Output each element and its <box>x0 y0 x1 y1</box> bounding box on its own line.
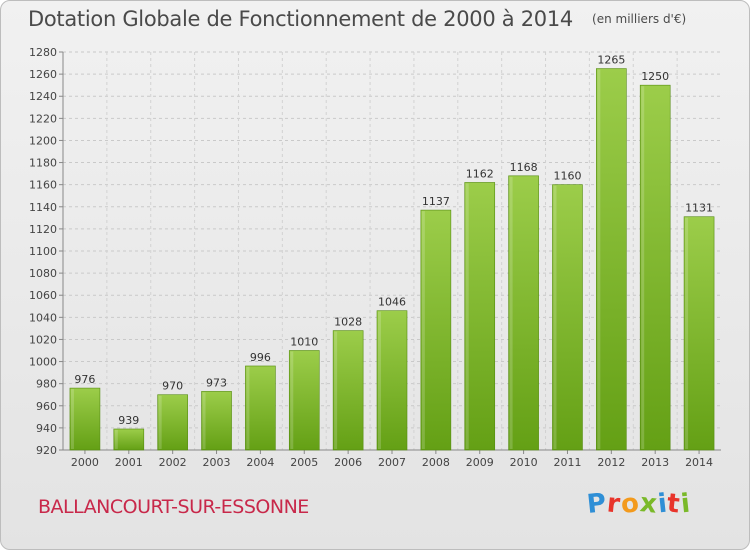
data-label-2003: 973 <box>206 376 227 389</box>
chart-title: Dotation Globale de Fonctionnement de 20… <box>28 7 573 31</box>
y-tick-label: 1020 <box>29 333 57 346</box>
proxiti-logo: Proxiti <box>585 488 693 520</box>
bar-2000 <box>69 387 101 451</box>
x-tick-label-2001: 2001 <box>115 456 143 469</box>
y-tick-label: 1120 <box>29 223 57 236</box>
labels: 920 940 960 980 1000 1020 1040 1060 1080 1100 1120… <box>29 46 713 469</box>
bar-highlight <box>597 69 601 449</box>
data-label-2002: 970 <box>162 380 183 393</box>
data-label-2009: 1162 <box>466 167 494 180</box>
y-tick-label: 1000 <box>29 356 57 369</box>
bar-2001 <box>113 428 145 451</box>
x-tick-label-2000: 2000 <box>71 456 99 469</box>
y-tick-label: 1240 <box>29 90 57 103</box>
bar-highlight <box>246 366 250 449</box>
bar-2014 <box>683 216 715 451</box>
bar-2004 <box>245 365 276 451</box>
x-tick-label-2007: 2007 <box>378 456 406 469</box>
bar-2003 <box>201 391 232 451</box>
x-tick-label-2006: 2006 <box>334 456 362 469</box>
y-tick-label: 940 <box>36 422 57 435</box>
bar-2008 <box>420 209 452 451</box>
bar-2005 <box>288 350 320 451</box>
data-label-2010: 1168 <box>510 161 538 174</box>
y-tick-label: 1040 <box>29 311 57 324</box>
data-label-2014: 1131 <box>685 202 713 215</box>
bar-2012 <box>596 68 627 451</box>
x-tick-label-2009: 2009 <box>466 456 494 469</box>
bar-highlight <box>70 389 74 449</box>
bar-highlight <box>334 331 338 449</box>
data-label-2008: 1137 <box>422 195 450 208</box>
bar-highlight <box>290 351 294 449</box>
x-tick-label-2010: 2010 <box>510 456 538 469</box>
data-label-2001: 939 <box>118 414 139 427</box>
data-label-2004: 996 <box>250 351 271 364</box>
y-tick-label: 1080 <box>29 267 57 280</box>
x-tick-label-2013: 2013 <box>641 456 669 469</box>
y-tick-label: 1100 <box>29 245 57 258</box>
x-tick-label-2012: 2012 <box>597 456 625 469</box>
logo-letter: i <box>679 488 693 520</box>
bar-highlight <box>465 183 469 449</box>
y-tick-label: 1180 <box>29 157 57 170</box>
bar-2010 <box>508 175 539 451</box>
bar-2009 <box>464 182 496 451</box>
data-label-2012: 1265 <box>597 54 625 67</box>
commune-name: BALLANCOURT-SUR-ESSONNE <box>38 496 309 518</box>
x-tick-label-2011: 2011 <box>553 456 581 469</box>
bar-highlight <box>685 217 689 449</box>
y-tick-label: 920 <box>36 444 57 457</box>
title-row: Dotation Globale de Fonctionnement de 20… <box>28 7 686 31</box>
y-tick-label: 1260 <box>29 68 57 81</box>
bars <box>69 68 715 451</box>
bar-highlight <box>158 395 162 449</box>
bar-highlight <box>509 176 513 450</box>
data-label-2011: 1160 <box>553 170 581 183</box>
bar-2007 <box>376 310 408 451</box>
x-tick-label-2005: 2005 <box>290 456 318 469</box>
bar-highlight <box>553 185 557 449</box>
y-tick-label: 1140 <box>29 201 57 214</box>
data-label-2013: 1250 <box>641 70 669 83</box>
bar-2002 <box>157 394 188 451</box>
chart-subtitle: (en milliers d'€) <box>592 12 687 26</box>
y-tick-label: 1200 <box>29 134 57 147</box>
bar-2011 <box>552 184 583 451</box>
bar-highlight <box>378 311 381 449</box>
data-label-2000: 976 <box>74 373 95 386</box>
data-label-2006: 1028 <box>334 316 362 329</box>
bar-2006 <box>332 330 364 451</box>
y-tick-label: 980 <box>36 378 57 391</box>
y-tick-label: 1220 <box>29 112 57 125</box>
bar-highlight <box>202 392 206 449</box>
x-tick-label-2002: 2002 <box>159 456 187 469</box>
x-tick-label-2004: 2004 <box>246 456 274 469</box>
y-tick-label: 960 <box>36 400 57 413</box>
y-tick-label: 1160 <box>29 179 57 192</box>
x-tick-label-2003: 2003 <box>203 456 231 469</box>
bar-highlight <box>114 429 118 449</box>
y-tick-label: 1280 <box>29 46 57 59</box>
x-tick-label-2008: 2008 <box>422 456 450 469</box>
x-tick-label-2014: 2014 <box>685 456 713 469</box>
bar-2013 <box>639 84 671 451</box>
bar-highlight <box>421 211 425 449</box>
y-tick-label: 1060 <box>29 289 57 302</box>
data-label-2007: 1046 <box>378 296 406 309</box>
data-label-2005: 1010 <box>290 336 318 349</box>
bar-highlight <box>641 86 645 450</box>
